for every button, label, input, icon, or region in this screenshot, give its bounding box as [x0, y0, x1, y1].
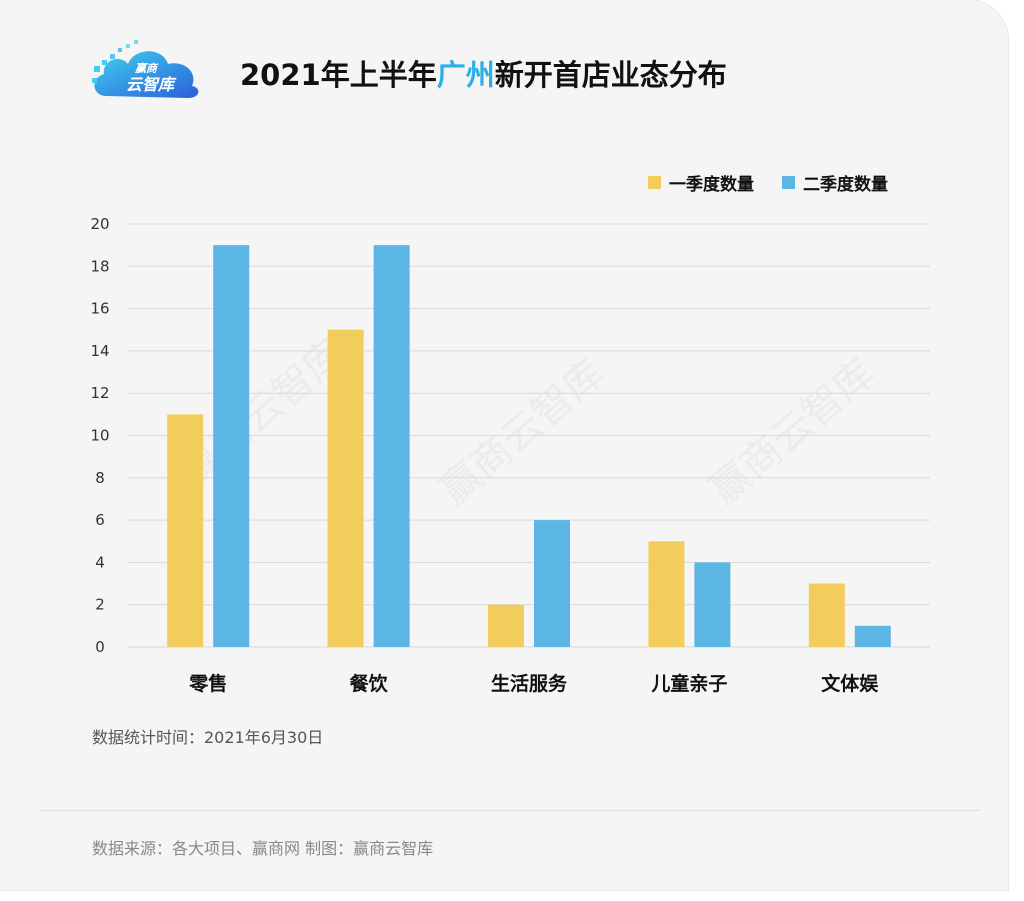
footer-divider [40, 810, 980, 811]
bars [167, 245, 891, 647]
legend-label-q1: 一季度数量 [669, 175, 754, 195]
bar-q2-2 [534, 520, 570, 647]
x-tick-label: 零售 [188, 672, 227, 695]
x-tick-label: 餐饮 [350, 672, 389, 695]
bar-chart: 0 2 4 6 8 10 12 14 16 18 20 零售 餐饮 生活服务 儿童亲子 文体娱 [90, 215, 930, 695]
y-tick-label: 8 [95, 469, 105, 487]
y-tick-label: 20 [90, 215, 109, 233]
legend-swatch-q2 [782, 176, 795, 189]
legend-item-q1: 一季度数量 [648, 170, 754, 195]
x-tick-label: 文体娱 [821, 672, 879, 695]
y-tick-label: 18 [90, 257, 109, 275]
y-tick-label: 0 [95, 638, 105, 656]
legend-swatch-q1 [648, 176, 661, 189]
bar-q2-1 [373, 245, 410, 647]
x-tick-label: 儿童亲子 [650, 672, 727, 695]
bar-q1-1 [327, 329, 364, 647]
y-tick-label: 4 [95, 553, 105, 571]
grid-lines [128, 223, 930, 648]
chart-legend: 一季度数量 二季度数量 [648, 170, 888, 195]
y-tick-label: 16 [90, 300, 109, 318]
data-source: 数据来源：各大项目、赢商网 制图：赢商云智库 [92, 839, 434, 858]
bar-q2-0 [213, 245, 250, 647]
bar-q2-4 [854, 625, 891, 647]
y-tick-label: 10 [90, 427, 109, 445]
x-tick-label: 生活服务 [491, 672, 568, 695]
x-tick-labels: 零售 餐饮 生活服务 儿童亲子 文体娱 [188, 672, 879, 695]
bar-q2-3 [694, 562, 731, 647]
bar-q1-3 [648, 541, 685, 647]
y-tick-label: 6 [95, 511, 105, 529]
legend-item-q2: 二季度数量 [782, 170, 888, 195]
bar-q1-0 [167, 414, 204, 647]
y-tick-label: 12 [90, 384, 109, 402]
brand-logo: 赢商 云智库 [88, 36, 206, 104]
bar-q1-2 [488, 604, 524, 647]
title-highlight: 广州 [436, 58, 495, 92]
logo-line2: 云智库 [126, 75, 177, 94]
data-date-note: 数据统计时间：2021年6月30日 [92, 728, 324, 747]
page-title: 2021年上半年广州新开首店业态分布 [240, 52, 727, 94]
y-tick-label: 2 [95, 596, 105, 614]
title-part-1: 2021年上半年 [240, 58, 437, 92]
title-part-2: 新开首店业态分布 [494, 58, 727, 92]
chart-card: 赢商 云智库 2021年上半年广州新开首店业态分布 一季度数量 二季度数量 赢商… [40, 36, 980, 858]
y-tick-label: 14 [90, 342, 109, 360]
bar-q1-4 [808, 583, 845, 647]
logo-line1: 赢商 [134, 62, 159, 75]
cloud-logo-icon: 赢商 云智库 [92, 40, 199, 98]
y-tick-labels: 0 2 4 6 8 10 12 14 16 18 20 [90, 215, 109, 656]
legend-label-q2: 二季度数量 [803, 175, 888, 195]
